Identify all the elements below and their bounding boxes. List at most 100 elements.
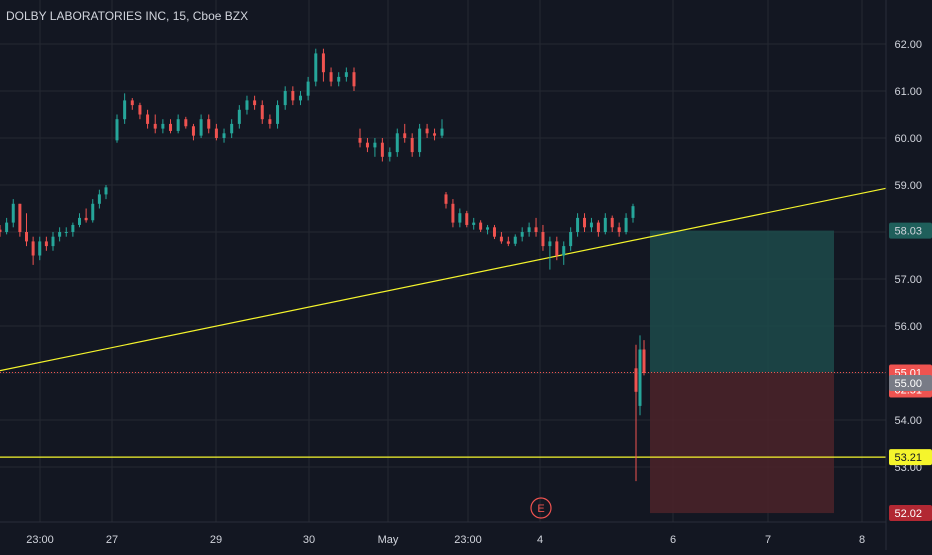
candle (123, 93, 127, 124)
price-levels (0, 187, 887, 458)
candle-body (418, 128, 422, 153)
candle-body (534, 227, 538, 232)
candle-body (380, 142, 384, 157)
time-tick-label: 7 (765, 534, 771, 546)
candle (617, 222, 621, 237)
candle-body (253, 100, 257, 106)
candle (541, 224, 545, 251)
candle (0, 224, 2, 237)
price-badge-text: 53.21 (894, 452, 922, 464)
candle-body (146, 114, 150, 124)
candle (138, 102, 142, 120)
candle (492, 224, 496, 240)
candle (161, 119, 165, 134)
candle-body (51, 236, 55, 247)
candle-body (433, 133, 437, 136)
candle (115, 114, 119, 143)
symbol-title[interactable]: DOLBY LABORATORIES INC, 15, Cboe BZX (6, 9, 248, 23)
candle (337, 72, 341, 87)
candle-body (276, 105, 280, 124)
candle-body (115, 119, 119, 141)
candle (245, 95, 249, 115)
candle-body (610, 217, 614, 228)
candle-body (298, 95, 302, 101)
candle-body (84, 217, 88, 221)
candle (153, 114, 157, 134)
candle (31, 236, 35, 265)
candle-body (11, 203, 15, 223)
candle-body (486, 227, 490, 230)
price-badge-text: 58.03 (894, 226, 922, 238)
candle-body (222, 133, 226, 138)
candle-body (268, 119, 272, 124)
candle-body (451, 203, 455, 223)
earnings-marker[interactable]: E (530, 497, 552, 519)
candle-body (425, 128, 429, 134)
candle (499, 232, 503, 244)
stop-zone (650, 372, 834, 514)
candle (576, 213, 580, 237)
candle-body (97, 194, 101, 204)
candle-body (492, 227, 496, 237)
candle (237, 105, 241, 129)
candle (624, 213, 628, 235)
candle-body (25, 232, 28, 242)
candle (444, 192, 448, 209)
candle-body (245, 100, 249, 110)
candle-body (479, 222, 483, 230)
candle-body (5, 222, 9, 232)
time-tick-label: 23:00 (26, 534, 54, 546)
candle-body (237, 109, 241, 124)
price-badge-box (889, 222, 932, 239)
time-tick-label: 27 (106, 534, 118, 546)
price-badge-box (889, 449, 932, 466)
candle (146, 109, 150, 129)
candle-body (631, 206, 635, 218)
candle (472, 217, 476, 230)
candle-body (71, 224, 75, 232)
candle-body (58, 232, 62, 237)
candle (97, 189, 101, 209)
candle (25, 213, 28, 247)
candle (91, 199, 95, 223)
candle (344, 67, 348, 82)
candle-body (440, 128, 444, 136)
candle-body (337, 76, 341, 82)
candle-body (444, 194, 448, 204)
candle (214, 123, 218, 141)
candle (548, 236, 552, 270)
time-axis[interactable]: 23:00 27 29 30 May 23:00 4 6 7 8 (0, 521, 886, 546)
candle (207, 114, 211, 134)
candle (634, 344, 638, 482)
time-tick-label: 4 (537, 534, 543, 546)
trendline (0, 187, 887, 372)
candle-body (569, 232, 573, 247)
candle (638, 335, 642, 416)
candle-body (78, 217, 81, 225)
candle (199, 114, 203, 138)
candle (169, 119, 173, 134)
price-badge-last: 55.00 (889, 375, 932, 391)
candle-body (153, 123, 157, 129)
target-zone (650, 230, 834, 373)
candle-body (352, 72, 356, 87)
candle-body (603, 217, 607, 232)
candle (321, 48, 325, 82)
candle (130, 98, 134, 110)
candle (610, 215, 614, 232)
candle-body (207, 119, 211, 129)
candle-body (91, 203, 95, 221)
price-badge-text: 52.02 (894, 508, 922, 520)
candle (176, 114, 180, 134)
candle-body (541, 232, 545, 247)
price-tick-label: 57.00 (894, 274, 922, 286)
candle (583, 213, 587, 232)
candle (71, 222, 75, 237)
candle-body (31, 241, 35, 256)
time-tick-label: 6 (670, 534, 676, 546)
candle (191, 123, 195, 141)
time-tick-label: 23:00 (454, 534, 482, 546)
candle-body (548, 241, 552, 247)
